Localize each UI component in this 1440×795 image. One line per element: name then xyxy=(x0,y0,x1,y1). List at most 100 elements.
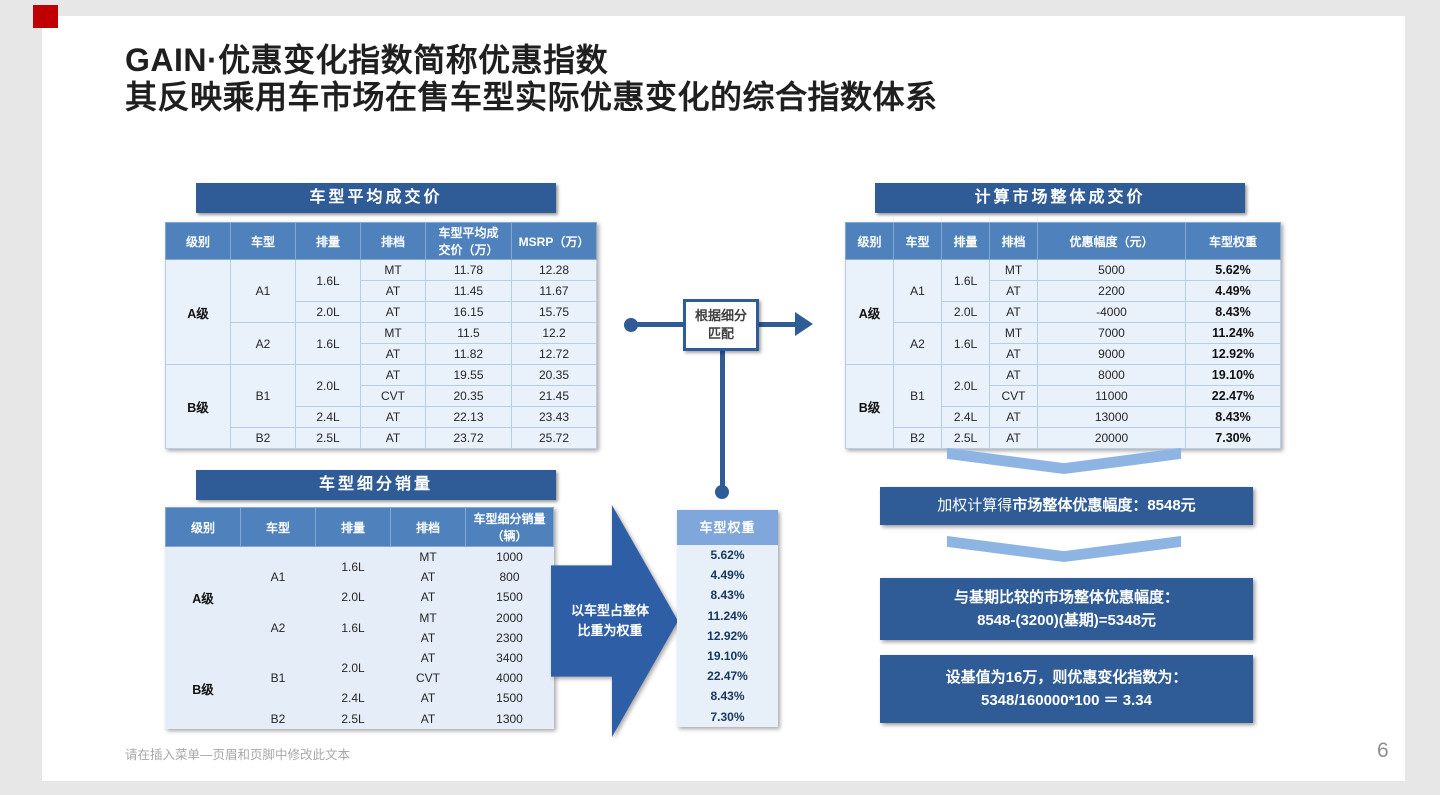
table-row: A级 A1 1.6L MT 11.78 12.28 xyxy=(165,259,597,365)
segment-sales-table: 级别 车型 排量 排档 车型细分销量 （辆） A级 A1 1.6L MT 1000 AT 800 2.0… xyxy=(165,507,554,729)
table-cell: 7.30% xyxy=(1185,427,1281,449)
title-line-1: GAIN·优惠变化指数简称优惠指数 xyxy=(125,42,609,78)
table-cell: AT xyxy=(360,301,426,323)
connector-end-dot-icon xyxy=(715,485,729,499)
table-cell: A2 xyxy=(893,322,942,365)
table-cell: 11.5 xyxy=(425,322,512,344)
page-number: 6 xyxy=(1377,739,1389,762)
weight-value: 4.49% xyxy=(710,568,745,583)
table-cell: A2 xyxy=(230,322,296,365)
table-row: A2 1.6L MT 2000 xyxy=(166,608,554,635)
table-cell: A级 xyxy=(192,591,214,606)
weight-column-header: 车型权重 xyxy=(677,510,778,545)
table-cell: B级 xyxy=(192,682,214,697)
table-cell: AT xyxy=(420,570,436,585)
table-cell: 7000 xyxy=(1037,322,1186,344)
slide-title: GAIN·优惠变化指数简称优惠指数 其反映乘用车市场在售车型实际优惠变化的综合指… xyxy=(125,42,1225,116)
table-cell: AT xyxy=(420,651,436,666)
column-header: 级别 xyxy=(845,222,894,260)
table-cell: 12.2 xyxy=(511,322,597,344)
table-cell: 1.6L xyxy=(341,560,365,575)
table-row: AT 2200 4.49% xyxy=(846,280,1281,302)
table-cell: 22.47% xyxy=(1185,385,1281,407)
table-cell: MT xyxy=(989,259,1038,281)
table-cell: A1 xyxy=(270,570,286,585)
table-cell: B1 xyxy=(893,364,942,428)
weight-value: 22.47% xyxy=(707,669,748,684)
column-header: 排量 xyxy=(295,222,361,260)
table-cell: 3400 xyxy=(496,651,523,666)
table-cell: 16.15 xyxy=(425,301,512,323)
table-cell: CVT xyxy=(360,385,426,407)
table-cell: MT xyxy=(360,259,426,281)
weight-value: 8.43% xyxy=(710,588,745,603)
column-header: 级别 xyxy=(165,222,231,260)
table-cell: 11.24% xyxy=(1185,322,1281,344)
table-cell: AT xyxy=(989,364,1038,386)
table-cell: B2 xyxy=(893,427,942,449)
base-compare-box: 与基期比较的市场整体优惠幅度： 8548-(3200)(基期)=5348元 xyxy=(880,578,1253,640)
table-cell: AT xyxy=(420,630,436,645)
table-cell: 5.62% xyxy=(1185,259,1281,281)
table-cell: AT xyxy=(989,280,1038,302)
table-cell: 11.45 xyxy=(425,280,512,302)
footer-placeholder-text: 请在插入菜单—页眉和页脚中修改此文本 xyxy=(125,748,351,762)
column-header: 车型 xyxy=(230,222,296,260)
table-cell: MT xyxy=(419,550,437,565)
table-row: CVT 20.35 21.45 xyxy=(166,385,597,407)
table-cell: AT xyxy=(360,364,426,386)
table-cell: MT xyxy=(989,322,1038,344)
table-cell: AT xyxy=(989,427,1038,449)
table-cell: AT xyxy=(989,301,1038,323)
table-cell: 20.35 xyxy=(425,385,512,407)
table-row: A级 A1 1.6L MT 5000 5.62% xyxy=(845,259,1281,365)
index-result-line2: 5348/160000*100 ＝ 3.34 xyxy=(981,692,1152,709)
avg-price-table: 级别 车型 排量 排档 车型平均成 交价（万） MSRP（万） A级 A1 1.6L MT 11.7… xyxy=(165,222,597,449)
weight-value: 19.10% xyxy=(707,648,748,663)
table-cell: 1500 xyxy=(496,691,523,706)
table-row: 2.4L AT 13000 8.43% xyxy=(846,406,1281,428)
table-cell: 12.92% xyxy=(1185,343,1281,365)
table-cell: 2.5L xyxy=(941,427,990,449)
column-header: 排档 xyxy=(360,222,426,260)
table-cell: 11000 xyxy=(1037,385,1186,407)
table-cell: 23.43 xyxy=(511,406,597,428)
table-cell: 2.4L xyxy=(295,406,361,428)
table-cell: AT xyxy=(360,343,426,365)
base-compare-line1: 与基期比较的市场整体优惠幅度： xyxy=(953,588,1179,606)
weight-value: 8.43% xyxy=(710,689,745,704)
table-cell: 1.6L xyxy=(295,322,361,365)
big-right-arrow: 以车型占整体 比重为权重 xyxy=(551,505,678,737)
table-row: 2.4L AT 22.13 23.43 xyxy=(166,406,597,428)
table-cell: 1.6L xyxy=(941,322,990,365)
weight-column: 车型权重 5.62% 4.49% 8.43% 11.24% 12.92% 19.10% 22… xyxy=(677,510,778,727)
table-row: 2.0L AT 1500 xyxy=(166,587,554,607)
table-cell: 21.45 xyxy=(511,385,597,407)
table-row: AT 9000 12.92% xyxy=(846,343,1281,365)
match-callout-box: 根据细分 匹配 xyxy=(683,299,759,351)
segment-sales-title-bar: 车型细分销量 xyxy=(196,470,556,500)
table-cell: 2200 xyxy=(1037,280,1186,302)
table-cell: B2 xyxy=(230,427,296,449)
weight-value: 7.30% xyxy=(710,709,745,724)
table-cell: B2 xyxy=(270,711,286,726)
table-cell: AT xyxy=(420,590,436,605)
table-cell: 2.0L xyxy=(295,364,361,407)
table-cell: 11.82 xyxy=(425,343,512,365)
table-cell: A1 xyxy=(230,259,296,323)
column-header: 优惠幅度（元） xyxy=(1037,222,1186,260)
table-cell: 23.72 xyxy=(425,427,512,449)
connector-vertical-line xyxy=(720,349,725,489)
overall-price-title-bar: 计算市场整体成交价 xyxy=(875,183,1245,213)
table-cell: A级 xyxy=(165,259,231,365)
table-cell: 2.4L xyxy=(341,691,365,706)
table-row: B2 2.5L AT 20000 7.30% xyxy=(846,427,1281,449)
avg-price-title-bar: 车型平均成交价 xyxy=(196,183,556,213)
weight-value: 12.92% xyxy=(707,628,748,643)
table-cell: AT xyxy=(420,711,436,726)
table-cell: 2.0L xyxy=(941,364,990,407)
table-row: 2.0L AT -4000 8.43% xyxy=(846,301,1281,323)
table-cell: 1.6L xyxy=(941,259,990,302)
table-cell: 12.72 xyxy=(511,343,597,365)
weight-value: 5.62% xyxy=(710,548,745,562)
